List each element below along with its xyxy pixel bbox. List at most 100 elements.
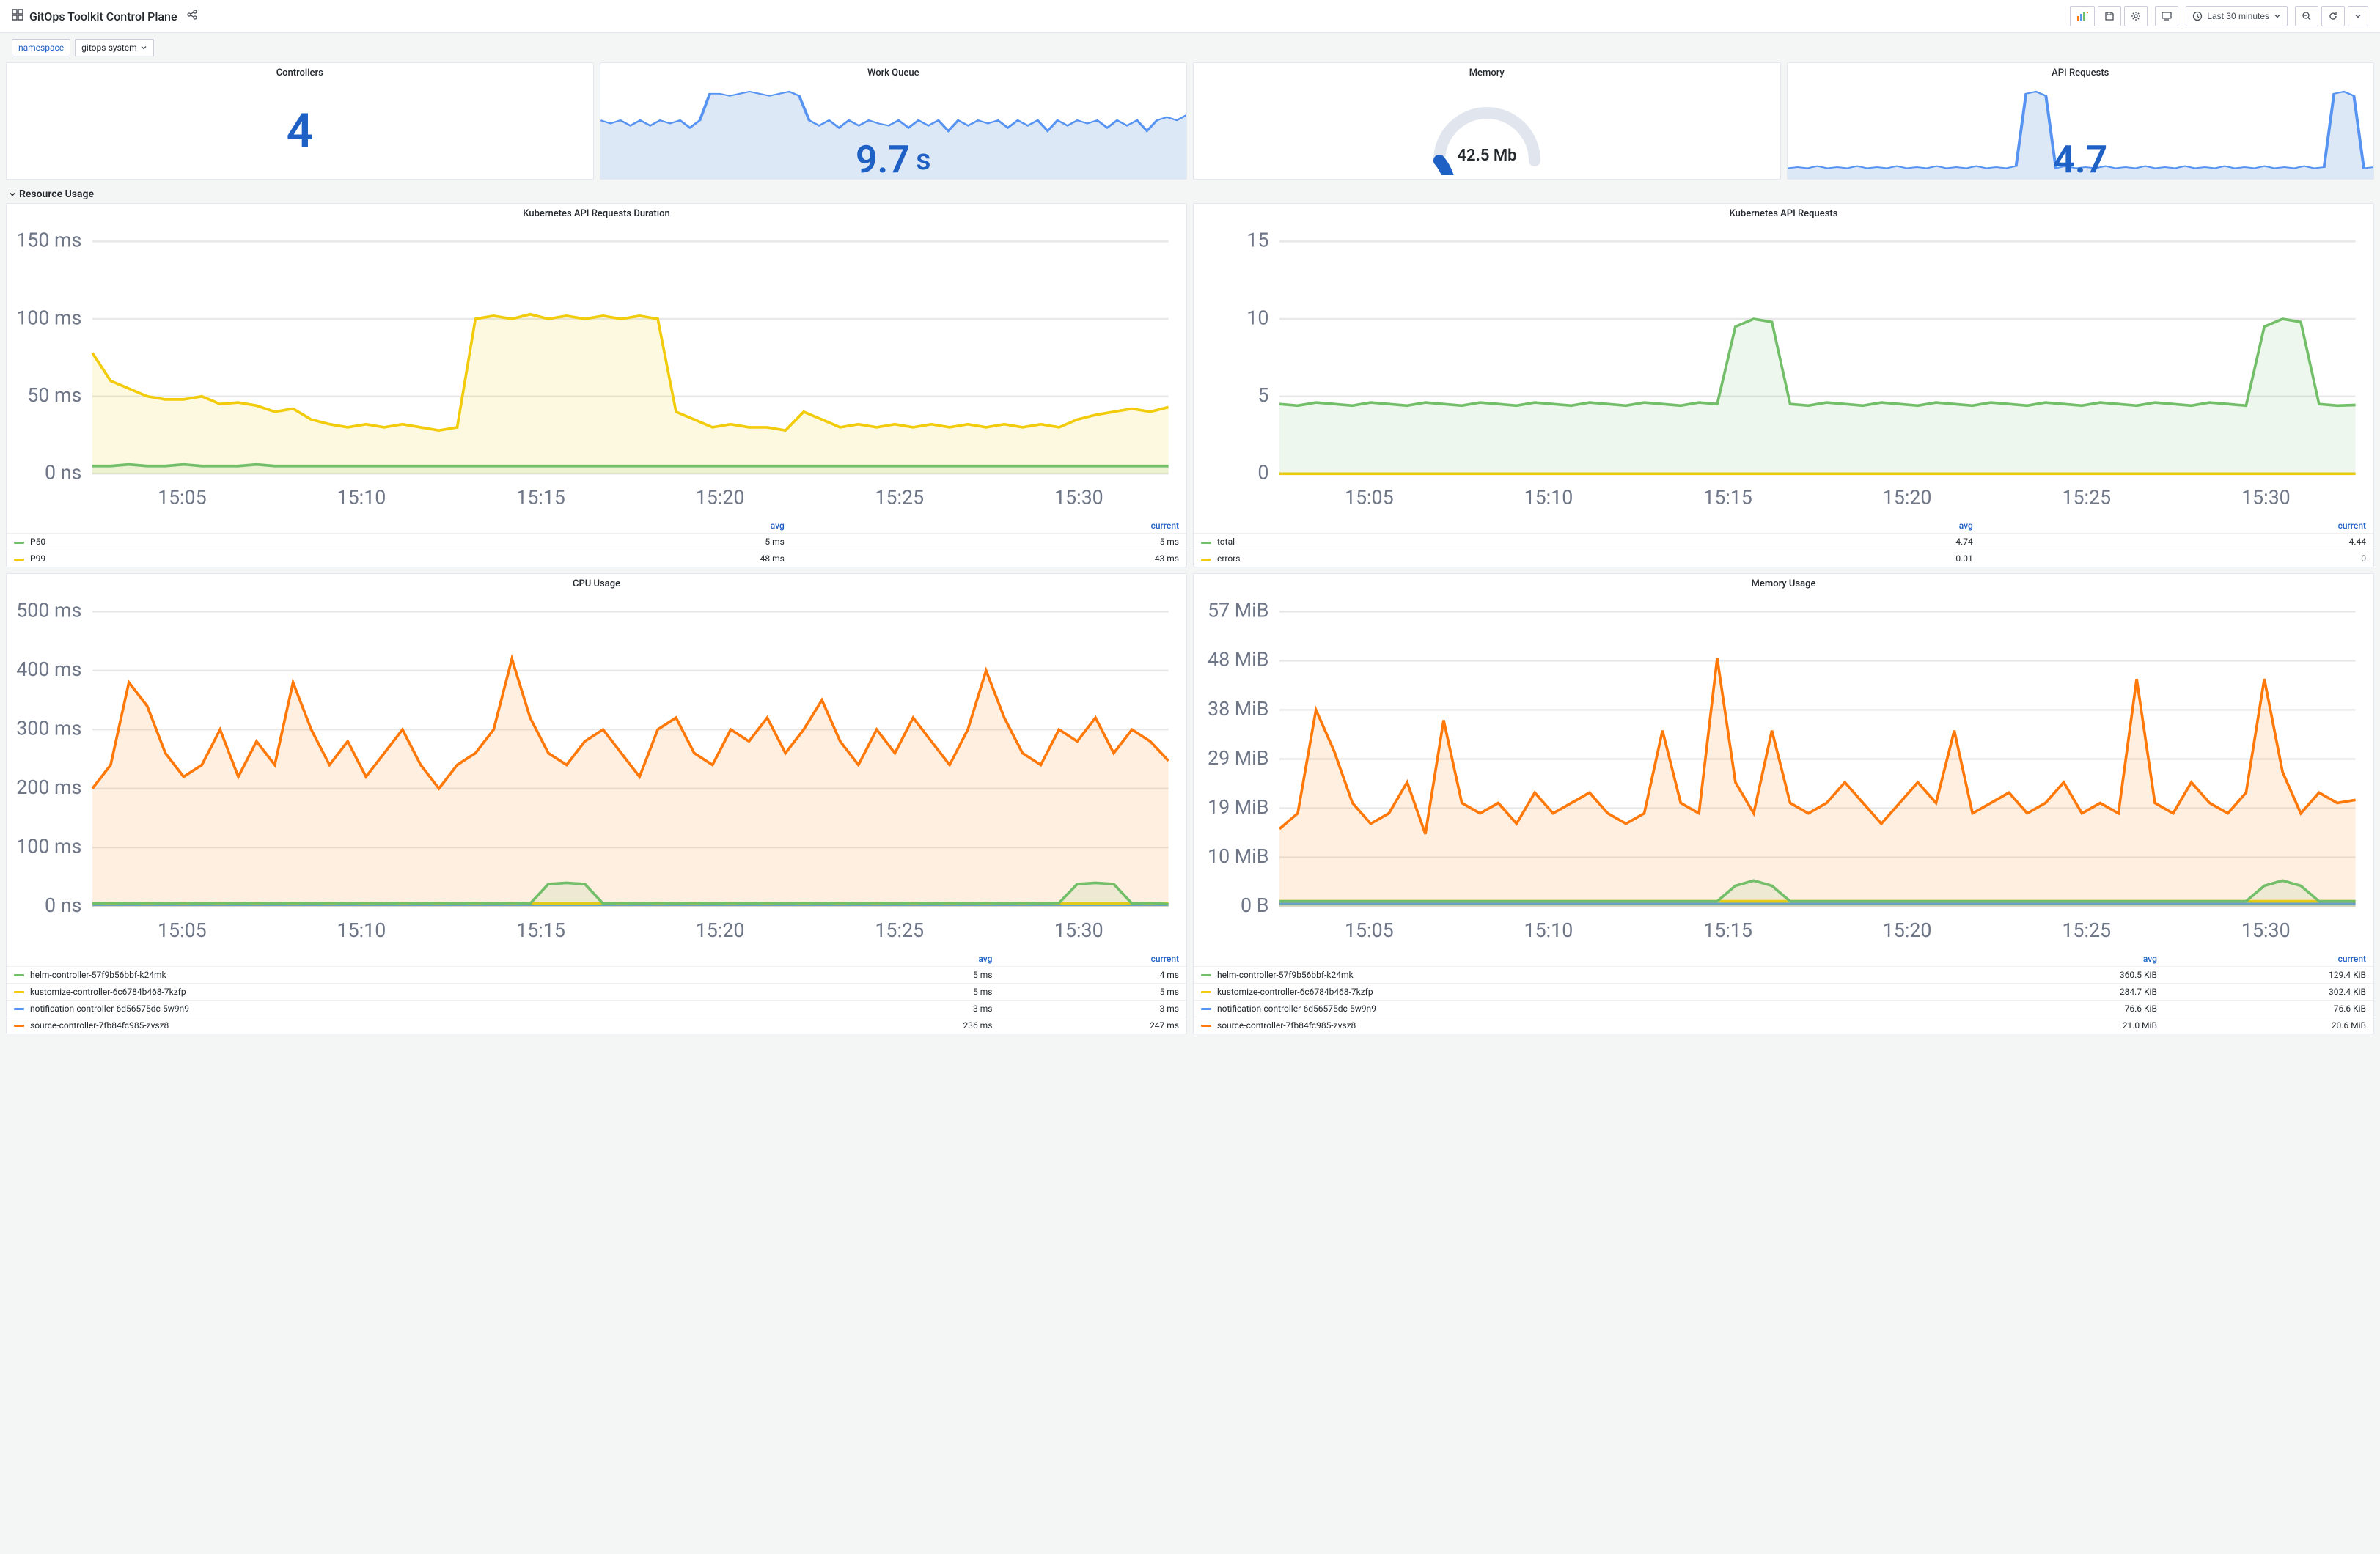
page-title: GitOps Toolkit Control Plane xyxy=(29,10,177,23)
svg-text:15:30: 15:30 xyxy=(2241,486,2291,509)
share-icon[interactable] xyxy=(186,9,198,23)
svg-text:15:05: 15:05 xyxy=(158,486,207,509)
svg-text:15:20: 15:20 xyxy=(696,486,745,509)
svg-text:15:30: 15:30 xyxy=(1054,486,1103,509)
chart: 57 MiB 48 MiB 38 MiB 29 MiB 19 MiB 10 MiB 0 B 1… xyxy=(1194,594,2373,951)
svg-text:15:25: 15:25 xyxy=(875,486,924,509)
svg-text:15:15: 15:15 xyxy=(1703,918,1752,942)
panel-memory-gauge[interactable]: Memory 42.5 Mb xyxy=(1193,62,1781,180)
legend-row[interactable]: notification-controller-6d56575dc-5w9n93… xyxy=(7,1000,1186,1017)
legend-table: avgcurrenthelm-controller-57f9b56bbf-k24… xyxy=(1194,951,2373,1034)
legend-row[interactable]: total4.744.44 xyxy=(1194,534,2373,550)
stat-value: 9.7 xyxy=(856,137,910,179)
svg-text:15:05: 15:05 xyxy=(158,918,207,942)
panel-controllers[interactable]: Controllers 4 xyxy=(6,62,594,180)
legend-row[interactable]: P505 ms5 ms xyxy=(7,534,1186,550)
svg-text:400 ms: 400 ms xyxy=(16,658,81,681)
svg-text:15: 15 xyxy=(1246,229,1268,252)
time-range-picker[interactable]: Last 30 minutes xyxy=(2186,6,2288,26)
chart: 15 10 5 0 15:05 15:10 15:15 15:20 15:25 15:30 xyxy=(1194,224,2373,518)
svg-text:48 MiB: 48 MiB xyxy=(1208,648,1268,671)
svg-text:42.5 Mb: 42.5 Mb xyxy=(1457,147,1516,165)
svg-text:15:05: 15:05 xyxy=(1345,918,1394,942)
svg-text:+: + xyxy=(2087,11,2088,16)
legend-row[interactable]: kustomize-controller-6c6784b468-7kzfp284… xyxy=(1194,983,2373,1000)
legend-row[interactable]: helm-controller-57f9b56bbf-k24mk5 ms4 ms xyxy=(7,966,1186,983)
legend-table: avgcurrenthelm-controller-57f9b56bbf-k24… xyxy=(7,951,1186,1034)
legend-row[interactable]: errors0.010 xyxy=(1194,550,2373,567)
gauge: 42.5 Mb xyxy=(1414,87,1560,175)
panel-cpu[interactable]: CPU Usage 500 ms400 ms300 ms200 ms100 ms… xyxy=(6,573,1187,1034)
svg-text:500 ms: 500 ms xyxy=(16,599,81,622)
legend-row[interactable]: P9948 ms43 ms xyxy=(7,550,1186,567)
svg-text:15:20: 15:20 xyxy=(1883,918,1932,942)
svg-text:300 ms: 300 ms xyxy=(16,717,81,740)
legend-row[interactable]: helm-controller-57f9b56bbf-k24mk360.5 Ki… xyxy=(1194,966,2373,983)
panel-api-duration[interactable]: Kubernetes API Requests Duration 150 ms1… xyxy=(6,203,1187,567)
panel-api-requests[interactable]: Kubernetes API Requests 15105015:0515:10… xyxy=(1193,203,2374,567)
svg-text:10: 10 xyxy=(1246,306,1268,329)
svg-text:0 B: 0 B xyxy=(1241,894,1268,917)
svg-text:19 MiB: 19 MiB xyxy=(1208,795,1268,819)
svg-text:15:25: 15:25 xyxy=(875,918,924,942)
variable-label: namespace xyxy=(12,39,70,56)
stat-unit: s xyxy=(916,142,931,177)
svg-text:15:10: 15:10 xyxy=(337,918,386,942)
chevron-down-icon xyxy=(2274,12,2281,20)
svg-text:50 ms: 50 ms xyxy=(27,383,81,407)
svg-text:10 MiB: 10 MiB xyxy=(1208,844,1268,868)
stat-row: Controllers 4 Work Queue 9.7 s Memory 42… xyxy=(0,62,2380,185)
svg-text:15:30: 15:30 xyxy=(1054,918,1103,942)
chevron-down-icon xyxy=(140,44,147,51)
svg-text:15:10: 15:10 xyxy=(337,486,386,509)
legend-row[interactable]: kustomize-controller-6c6784b468-7kzfp5 m… xyxy=(7,983,1186,1000)
svg-text:5: 5 xyxy=(1257,383,1268,407)
legend-row[interactable]: source-controller-7fb84fc985-zvsz821.0 M… xyxy=(1194,1017,2373,1034)
legend-row[interactable]: source-controller-7fb84fc985-zvsz8236 ms… xyxy=(7,1017,1186,1034)
svg-text:38 MiB: 38 MiB xyxy=(1208,697,1268,721)
svg-text:15:10: 15:10 xyxy=(1524,486,1573,509)
chart: 500 ms 400 ms 300 ms 200 ms 100 ms 0 ns 15:05 1… xyxy=(7,594,1186,951)
refresh-interval-button[interactable] xyxy=(2348,6,2368,26)
panel-work-queue[interactable]: Work Queue 9.7 s xyxy=(600,62,1188,180)
variable-value-dropdown[interactable]: gitops-system xyxy=(75,39,153,56)
svg-text:29 MiB: 29 MiB xyxy=(1208,746,1268,770)
zoom-out-button[interactable] xyxy=(2295,6,2318,26)
settings-button[interactable] xyxy=(2124,6,2148,26)
legend-row[interactable]: notification-controller-6d56575dc-5w9n97… xyxy=(1194,1000,2373,1017)
toolbar: GitOps Toolkit Control Plane + Last 30 m… xyxy=(0,0,2380,33)
svg-text:15:15: 15:15 xyxy=(1703,486,1752,509)
refresh-button[interactable] xyxy=(2321,6,2345,26)
svg-text:200 ms: 200 ms xyxy=(16,776,81,799)
chart-row-1: Kubernetes API Requests Duration 150 ms1… xyxy=(0,203,2380,573)
svg-text:15:10: 15:10 xyxy=(1524,918,1573,942)
save-button[interactable] xyxy=(2098,6,2121,26)
add-panel-button[interactable]: + xyxy=(2070,6,2095,26)
stat-value: 4.7 xyxy=(2053,137,2107,179)
svg-text:100 ms: 100 ms xyxy=(16,306,81,329)
svg-text:0 ns: 0 ns xyxy=(45,894,81,917)
chevron-down-icon xyxy=(9,191,16,198)
stat-value: 4 xyxy=(7,83,593,179)
svg-text:0: 0 xyxy=(1257,461,1268,485)
svg-text:100 ms: 100 ms xyxy=(16,835,81,858)
panel-memory[interactable]: Memory Usage 57 MiB48 MiB38 MiB29 MiB19 … xyxy=(1193,573,2374,1034)
time-range-label: Last 30 minutes xyxy=(2207,11,2269,21)
legend-table: avgcurrenttotal4.744.44errors0.010 xyxy=(1194,518,2373,567)
tv-mode-button[interactable] xyxy=(2155,6,2178,26)
svg-text:15:20: 15:20 xyxy=(696,918,745,942)
section-header-resource-usage[interactable]: Resource Usage xyxy=(0,185,2380,203)
legend-table: avgcurrentP505 ms5 msP9948 ms43 ms xyxy=(7,518,1186,567)
svg-text:15:15: 15:15 xyxy=(516,486,565,509)
svg-text:57 MiB: 57 MiB xyxy=(1208,599,1268,622)
panel-api-requests-stat[interactable]: API Requests 4.7 xyxy=(1787,62,2375,180)
svg-text:15:30: 15:30 xyxy=(2241,918,2291,942)
svg-text:15:15: 15:15 xyxy=(516,918,565,942)
chart: 150 ms 100 ms 50 ms 0 ns 15:05 15:10 15:15 15:2… xyxy=(7,224,1186,518)
svg-text:150 ms: 150 ms xyxy=(16,229,81,252)
svg-text:0 ns: 0 ns xyxy=(45,461,81,485)
svg-text:15:25: 15:25 xyxy=(2062,486,2111,509)
svg-text:15:05: 15:05 xyxy=(1345,486,1394,509)
svg-text:15:20: 15:20 xyxy=(1883,486,1932,509)
variable-row: namespace gitops-system xyxy=(0,33,2380,62)
